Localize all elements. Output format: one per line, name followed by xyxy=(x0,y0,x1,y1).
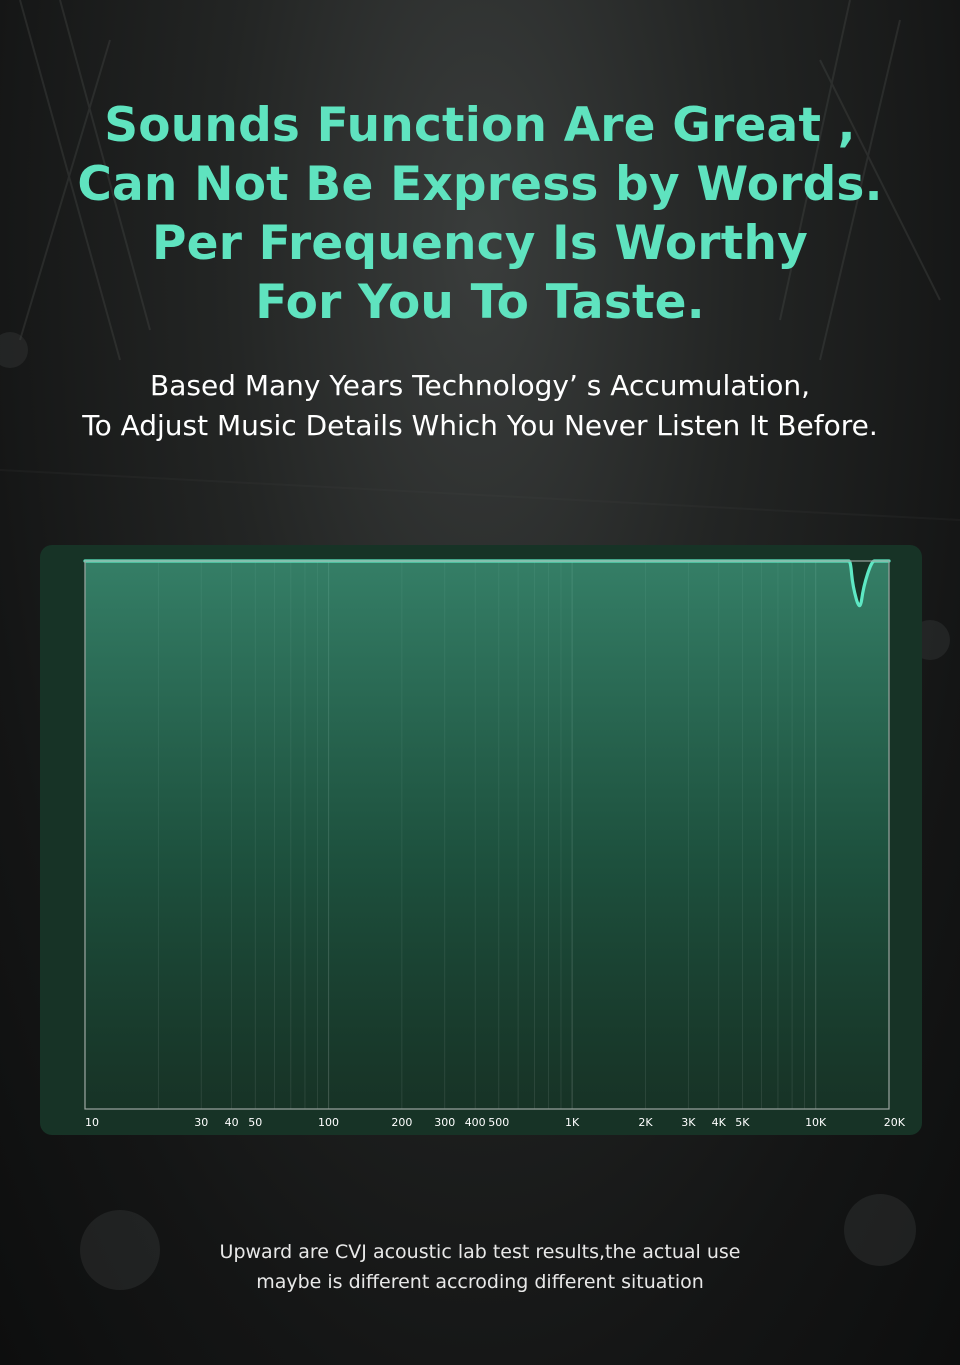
x-tick-label: 3K xyxy=(681,1116,696,1129)
x-tick-label: 500 xyxy=(488,1116,509,1129)
x-tick-label: 50 xyxy=(248,1116,262,1129)
x-tick-label: 200 xyxy=(391,1116,412,1129)
frequency-response-chart: 10 30 40 50 100 200 300 400 500 1K 2K 3K 4K 5K 10K 20K … xyxy=(83,559,906,1129)
x-tick-label: 30 xyxy=(194,1116,208,1129)
subheadline-line-1: Based Many Years Technology’ s Accumulat… xyxy=(150,369,810,402)
footnote-line-2: maybe is different accroding different s… xyxy=(256,1271,704,1293)
x-tick-label: 2K xyxy=(638,1116,653,1129)
x-tick-label: 4K xyxy=(712,1116,727,1129)
x-tick-label: 10 xyxy=(85,1116,99,1129)
x-tick-label: 10K xyxy=(805,1116,827,1129)
x-tick-label: 300 xyxy=(434,1116,455,1129)
plot-frame xyxy=(84,560,890,1110)
x-tick-label: 1K xyxy=(565,1116,580,1129)
footnote-line-1: Upward are CVJ acoustic lab test results… xyxy=(219,1241,741,1263)
response-area-fill xyxy=(85,561,889,1109)
headline-line-4: For You To Taste. xyxy=(255,275,705,330)
x-tick-label: 100 xyxy=(318,1116,339,1129)
x-tick-label: 20K xyxy=(884,1116,906,1129)
x-tick-label: 400 xyxy=(465,1116,486,1129)
headline-line-2: Can Not Be Express by Words. xyxy=(77,157,883,212)
footnote: Upward are CVJ acoustic lab test results… xyxy=(0,1237,960,1297)
x-tick-label: 40 xyxy=(225,1116,239,1129)
headline-line-3: Per Frequency Is Worthy xyxy=(152,216,808,271)
frequency-response-chart-panel: 10 30 40 50 100 200 300 400 500 1K 2K 3K 4K 5K 10K 20K … xyxy=(40,545,922,1135)
headline-line-1: Sounds Function Are Great , xyxy=(104,98,856,153)
x-tick-label: 5K xyxy=(735,1116,750,1129)
subheadline: Based Many Years Technology’ s Accumulat… xyxy=(0,366,960,446)
x-axis-tick-labels: 10 30 40 50 100 200 300 400 500 1K 2K 3K 4K 5K 10K 20K xyxy=(85,1116,906,1129)
subheadline-line-2: To Adjust Music Details Which You Never … xyxy=(82,409,878,442)
headline: Sounds Function Are Great , Can Not Be E… xyxy=(0,96,960,332)
